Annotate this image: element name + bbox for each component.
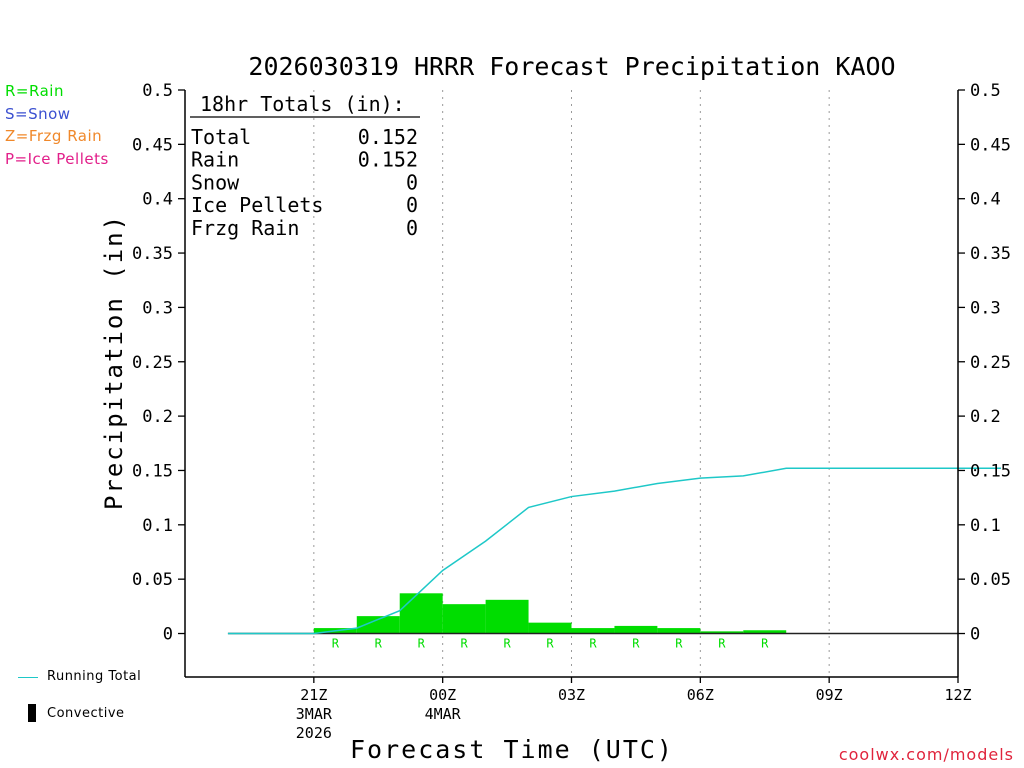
ptype-mark: R xyxy=(761,637,769,651)
y-tick-label-right: 0.35 xyxy=(970,244,1011,264)
totals-row-value: 0.152 xyxy=(358,125,418,149)
y-axis-label: Precipitation (in) xyxy=(100,214,128,510)
running-total-line xyxy=(227,467,1001,635)
x-tick-label: 00Z xyxy=(429,686,456,704)
legend-rain: R=Rain xyxy=(5,82,64,100)
convective-key-label: Convective xyxy=(47,706,125,721)
ptype-mark: R xyxy=(675,637,683,651)
y-tick-label-right: 0.05 xyxy=(970,570,1011,590)
y-tick-label-left: 0.05 xyxy=(132,570,173,590)
chart-title: 2026030319 HRRR Forecast Precipitation K… xyxy=(248,52,895,81)
y-tick-label-left: 0.35 xyxy=(132,244,173,264)
y-tick-label-left: 0.15 xyxy=(132,461,173,481)
totals-row-value: 0 xyxy=(406,170,418,194)
legend-snow: S=Snow xyxy=(5,105,71,123)
running-total-key-line xyxy=(18,677,38,678)
x-tick-date: 3MAR xyxy=(296,705,333,723)
precip-bar xyxy=(528,622,572,634)
y-tick-label-left: 0.4 xyxy=(142,190,173,210)
y-tick-label-left: 0.5 xyxy=(142,81,173,101)
footer-link[interactable]: coolwx.com/models xyxy=(838,745,1014,764)
y-tick-label-left: 0.3 xyxy=(142,298,173,318)
precip-bar xyxy=(485,599,529,634)
x-axis-label: Forecast Time (UTC) xyxy=(350,735,674,764)
x-tick-label: 12Z xyxy=(944,686,971,704)
totals-row-label: Snow xyxy=(191,170,240,194)
totals-row-label: Rain xyxy=(191,148,239,172)
x-tick-year: 2026 xyxy=(296,724,332,742)
y-tick-label-left: 0.2 xyxy=(142,407,173,427)
y-tick-label-left: 0.25 xyxy=(132,353,173,373)
ptype-mark: R xyxy=(718,637,726,651)
y-tick-label-right: 0 xyxy=(970,625,980,645)
totals-row-label: Frzg Rain xyxy=(191,216,299,240)
y-tick-label-left: 0.1 xyxy=(142,516,173,536)
x-tick-label: 09Z xyxy=(816,686,843,704)
precip-bar xyxy=(356,616,400,634)
ptype-mark: R xyxy=(546,637,554,651)
x-tick-date: 4MAR xyxy=(425,705,462,723)
ptype-mark: R xyxy=(418,637,426,651)
x-tick-label: 06Z xyxy=(687,686,714,704)
y-tick-label-right: 0.5 xyxy=(970,81,1001,101)
x-tick-label: 21Z xyxy=(300,686,327,704)
ptype-mark: R xyxy=(461,637,469,651)
totals-row-value: 0 xyxy=(406,193,418,217)
x-tick-label: 03Z xyxy=(558,686,585,704)
precip-bar xyxy=(442,604,486,634)
y-tick-label-right: 0.45 xyxy=(970,135,1011,155)
precip-bar xyxy=(571,628,615,634)
ptype-mark: R xyxy=(375,637,383,651)
legend-frzg-rain: Z=Frzg Rain xyxy=(5,127,103,145)
ptype-mark: R xyxy=(503,637,511,651)
precip-bar xyxy=(399,593,443,634)
totals-header: 18hr Totals (in): xyxy=(200,92,405,116)
ptype-mark: R xyxy=(632,637,640,651)
totals-row-value: 0 xyxy=(406,216,418,240)
convective-key-swatch xyxy=(28,704,36,722)
y-tick-label-right: 0.3 xyxy=(970,298,1001,318)
y-tick-label-right: 0.15 xyxy=(970,461,1011,481)
y-tick-label-left: 0.45 xyxy=(132,135,173,155)
precip-bar xyxy=(700,631,744,634)
y-tick-label-right: 0.25 xyxy=(970,353,1011,373)
y-tick-label-right: 0.4 xyxy=(970,190,1001,210)
ptype-mark: R xyxy=(589,637,597,651)
totals-row-label: Ice Pellets xyxy=(191,193,323,217)
totals-row-value: 0.152 xyxy=(358,148,418,172)
running-total-key-label: Running Total xyxy=(47,669,142,684)
legend-ice-pellets: P=Ice Pellets xyxy=(5,150,109,168)
ptype-mark: R xyxy=(332,637,340,651)
y-tick-label-right: 0.2 xyxy=(970,407,1001,427)
precip-bar xyxy=(657,628,701,634)
precip-bar xyxy=(614,625,658,634)
y-tick-label-right: 0.1 xyxy=(970,516,1001,536)
totals-row-label: Total xyxy=(191,125,251,149)
precip-bar xyxy=(743,630,787,634)
y-tick-label-left: 0 xyxy=(163,625,173,645)
